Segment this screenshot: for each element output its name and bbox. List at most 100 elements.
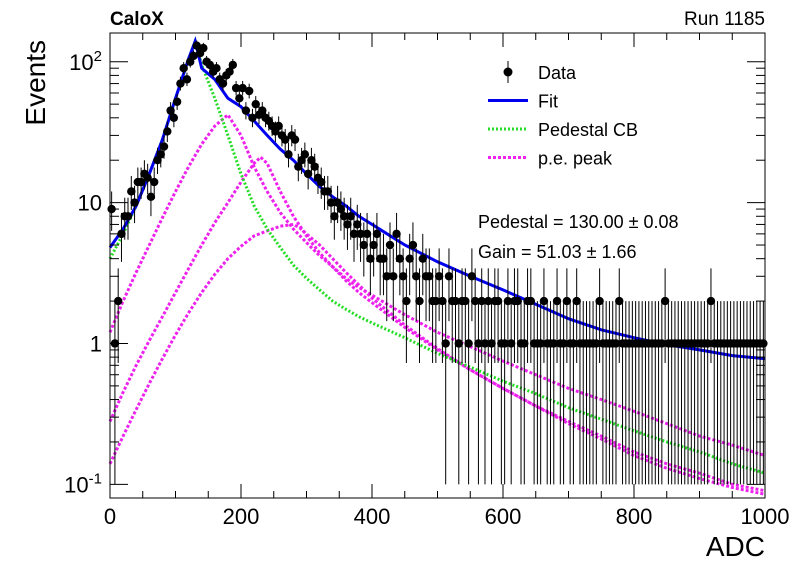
data-point [284,150,293,159]
data-point [274,121,283,131]
data-point [438,296,447,306]
data-point [258,106,267,115]
data-point [500,339,509,348]
data-point [346,212,355,221]
x-tick-label: 0 [104,504,116,529]
data-point [425,272,434,281]
data-point [657,339,667,348]
data-point [569,339,578,348]
data-point [235,94,244,103]
data-point [503,296,513,306]
gain-annotation: Gain = 51.03 ± 1.66 [478,242,637,262]
data-point [303,169,313,179]
data-point [323,187,332,196]
data-point [412,272,421,281]
experiment-label: CaloX [110,9,164,30]
data-point [356,229,365,239]
data-point [156,150,165,159]
x-tick-label: 400 [354,504,391,529]
data-point [189,51,198,61]
data-point [487,339,496,348]
data-point [117,229,126,239]
data-point [467,272,477,281]
data-point [477,296,486,306]
data-point [379,254,388,263]
data-point [706,296,716,306]
data-point [166,106,175,115]
data-point [163,127,172,136]
data-point [310,162,319,171]
legend-label: Fit [538,92,558,112]
data-point [317,177,326,187]
x-tick-label: 200 [223,504,260,529]
data-point [205,60,215,70]
data-point [192,41,201,50]
data-point [169,113,179,123]
data-point [474,339,483,348]
data-point [611,339,621,348]
data-points-layer [107,40,768,485]
y-tick-label: 102 [69,48,102,75]
data-point [359,240,369,250]
data-point [441,339,450,348]
data-point [552,296,562,306]
data-point [343,220,352,229]
data-point [225,67,234,76]
data-point [212,63,221,73]
data-point [176,79,185,88]
data-point [172,97,182,106]
data-point [385,240,395,250]
data-point [520,339,529,348]
data-point [398,272,408,281]
data-point [434,272,444,281]
data-point [444,272,454,281]
data-point [241,106,251,115]
data-point [526,296,536,306]
y-tick-label: 10-1 [64,470,102,497]
data-point [372,229,382,239]
legend: Data Fit Pedestal CB p.e. peak [488,61,638,169]
data-point [366,254,375,263]
data-point [451,296,460,306]
data-point [572,296,581,306]
pe-peak-curve-3 [108,222,766,496]
pe-peak-curve-2 [108,155,766,493]
y-tick-label: 1 [90,331,102,356]
data-point [461,296,470,306]
data-point [231,83,241,93]
data-point [294,162,303,171]
data-point [353,220,362,229]
data-point [290,135,300,144]
data-point [248,113,257,123]
data-point [484,296,493,306]
data-point [281,135,290,144]
data-point [402,296,411,306]
data-point [146,192,156,201]
pedestal-annotation: Pedestal = 130.00 ± 0.08 [478,212,679,232]
data-point [470,296,480,306]
data-point [179,63,188,73]
data-point [539,296,549,306]
data-point [182,75,192,84]
data-point [349,229,359,239]
fit-curve [108,36,766,361]
data-point [431,296,441,306]
legend-label: Pedestal CB [538,120,638,140]
data-point [369,240,378,250]
x-tick-label: 600 [485,504,522,529]
pedestal-cb-curve [108,36,766,475]
data-point [244,86,254,96]
data-point [415,296,424,306]
data-point [218,79,228,88]
data-point [307,156,316,165]
data-point [493,296,503,306]
data-point [536,339,545,348]
data-point [382,272,391,281]
data-point [549,339,558,348]
data-point [199,43,208,53]
data-point [595,296,604,306]
y-axis-title: Events [20,40,51,126]
data-point [506,339,516,348]
data-point [127,187,136,196]
data-point [395,254,405,263]
